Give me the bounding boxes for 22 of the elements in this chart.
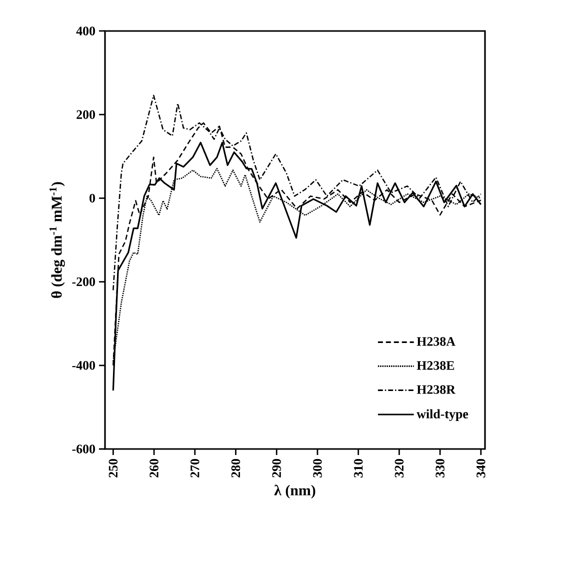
x-tick-label: 340 <box>476 458 486 478</box>
y-tick-label: 400 <box>76 26 96 36</box>
x-tick-label: 290 <box>272 458 281 478</box>
y-tick-label: 200 <box>76 110 96 119</box>
x-tick-label: 280 <box>231 458 240 478</box>
legend-label: wild-type <box>416 409 468 422</box>
y-tick-label: -400 <box>72 361 96 370</box>
y-tick-label: -600 <box>72 444 96 454</box>
x-tick-label: 330 <box>436 458 444 478</box>
x-tick-label: 310 <box>354 458 363 478</box>
x-tick-label: 270 <box>190 458 200 478</box>
legend-label: H238A <box>416 337 456 346</box>
y-axis-title: θ (deg dm$^{-1}$ mM$^{-1}$) <box>50 182 65 298</box>
y-tick-label: -200 <box>72 277 96 286</box>
x-axis-title: λ (nm) <box>274 484 316 498</box>
legend-label: H238R <box>416 385 456 394</box>
x-tick-label: 250 <box>108 458 118 478</box>
x-tick-label: 320 <box>394 458 404 478</box>
y-tick-label: 0 <box>90 194 96 203</box>
x-tick-label: 260 <box>150 458 158 478</box>
legend-label: H238E <box>416 361 454 370</box>
x-tick-label: 300 <box>313 458 322 478</box>
